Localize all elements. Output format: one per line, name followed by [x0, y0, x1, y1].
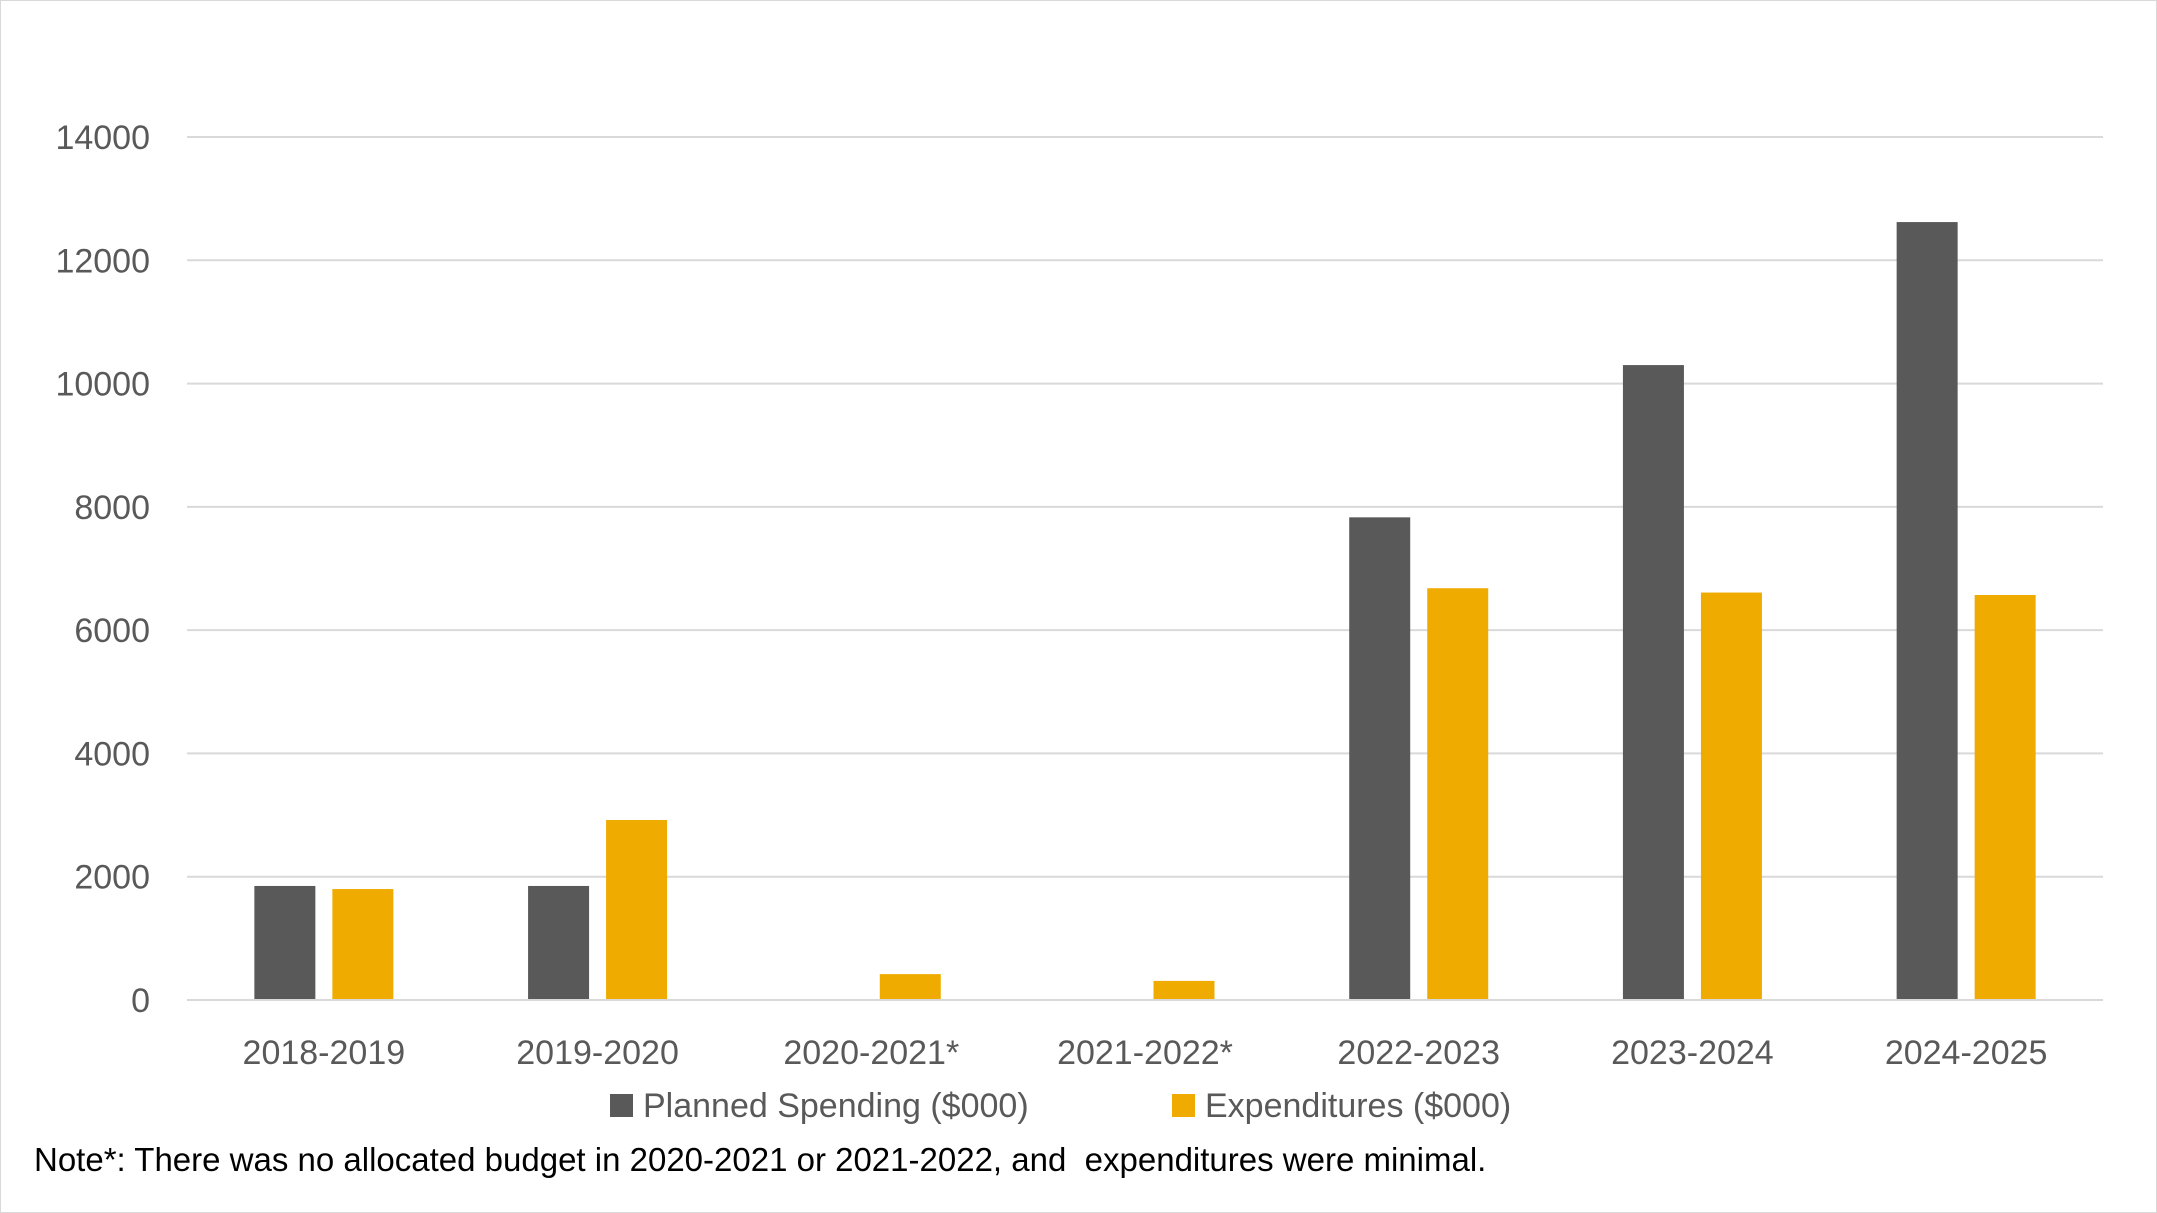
bar-expenditures-2024-2025	[1974, 595, 2036, 1000]
x-tick-label: 2019-2020	[516, 1034, 679, 1072]
bar-planned-spending-2019-2020	[528, 885, 590, 1000]
bar-planned-spending-2022-2023	[1349, 517, 1411, 1000]
bar-expenditures-2023-2024	[1700, 592, 1762, 1000]
footnote: Note*: There was no allocated budget in …	[34, 1141, 1487, 1178]
x-tick-label: 2020-2021*	[783, 1034, 959, 1072]
y-tick-label: 12000	[55, 242, 150, 280]
y-tick-label: 4000	[74, 735, 150, 773]
legend: Planned Spending ($000) Expenditures ($00…	[610, 1087, 1511, 1125]
y-tick-label: 0	[131, 982, 150, 1020]
bar-planned-spending-2018-2019	[254, 885, 316, 1000]
legend-swatch	[1172, 1094, 1195, 1117]
y-tick-label: 8000	[74, 489, 150, 527]
bar-expenditures-2021-2022	[1153, 980, 1215, 1000]
y-tick-label: 2000	[74, 859, 150, 897]
bar-expenditures-2020-2021	[879, 974, 941, 1000]
x-tick-label: 2021-2022*	[1057, 1034, 1233, 1072]
bar-planned-spending-2023-2024	[1622, 365, 1684, 1000]
y-tick-label: 10000	[55, 366, 150, 404]
bar-planned-spending-2024-2025	[1896, 222, 1958, 1000]
bar-expenditures-2018-2019	[332, 889, 394, 1000]
legend-swatch	[610, 1094, 633, 1117]
bar-expenditures-2019-2020	[606, 820, 668, 1000]
legend-label: Planned Spending ($000)	[643, 1087, 1029, 1125]
y-tick-label: 6000	[74, 612, 150, 650]
x-tick-label: 2023-2024	[1611, 1034, 1774, 1072]
gridlines	[187, 136, 2103, 878]
x-tick-label: 2022-2023	[1337, 1034, 1500, 1072]
x-tick-label: 2024-2025	[1885, 1034, 2048, 1072]
x-tick-label: 2018-2019	[243, 1034, 406, 1072]
axes: 0 2000 4000 6000 8000 10000 12000 14000 2018-201…	[55, 119, 2103, 1072]
bars	[254, 222, 2036, 1000]
legend-label: Expenditures ($000)	[1205, 1087, 1511, 1125]
bar-expenditures-2022-2023	[1427, 588, 1489, 1000]
y-tick-label: 14000	[55, 119, 150, 157]
